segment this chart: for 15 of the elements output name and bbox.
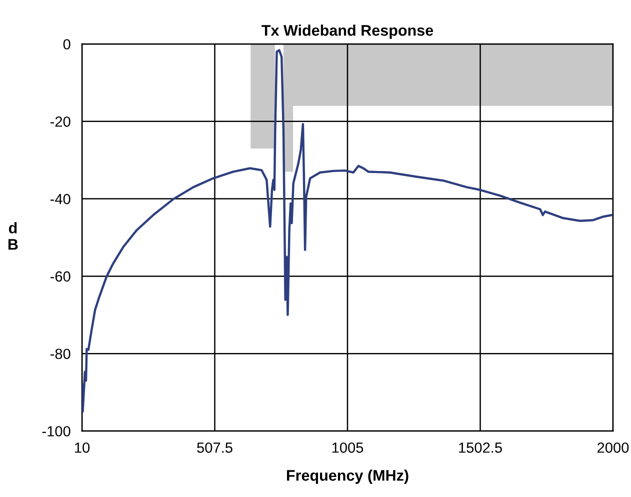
y-tick-label: -60: [50, 271, 70, 282]
y-tick-label: -100: [42, 426, 70, 436]
x-tick-label: 507.5: [197, 442, 232, 453]
x-tick-label: 1502.5: [459, 442, 502, 453]
y-tick-label: -80: [50, 348, 70, 360]
x-tick-label: 1005: [332, 442, 364, 453]
y-tick-label: -40: [50, 194, 70, 204]
y-tick-label: 0: [63, 39, 70, 50]
line-series: [82, 49, 613, 413]
y-tick-label: -20: [50, 116, 70, 127]
x-tick-label: 10: [75, 442, 90, 453]
x-axis-title: Frequency (MHz): [286, 470, 408, 484]
x-tick-label: 2000: [598, 442, 629, 453]
y-axis-title: d B: [8, 222, 18, 250]
chart-title: Tx Wideband Response: [262, 24, 434, 39]
